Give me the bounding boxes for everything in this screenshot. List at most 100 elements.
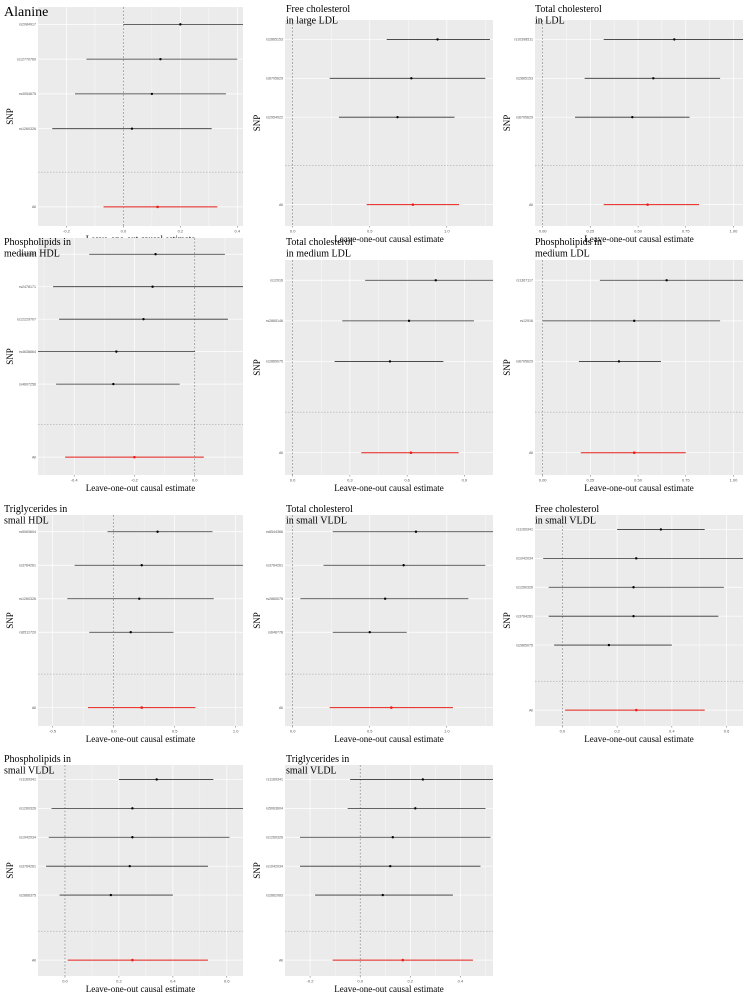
snp-estimate-point	[410, 77, 413, 80]
snp-estimate-point	[142, 317, 145, 321]
x-tick-label: 1.0	[444, 229, 450, 234]
snp-label: rs3764261	[19, 563, 36, 567]
x-tick-label: 0.75	[682, 478, 691, 483]
snp-estimate-point	[159, 57, 162, 61]
x-tick-label: 0.00	[539, 229, 548, 234]
forest-panel: rs1169341 rs1260326 rs1042034 rs3764261 rs28…	[4, 754, 243, 994]
x-tick-label: 0.3	[347, 478, 353, 483]
x-tick-label: -0.2	[131, 478, 139, 483]
x-axis-label: Leave-one-out causal estimate	[334, 483, 443, 493]
all-label: All	[32, 958, 36, 962]
snp-estimate-point	[150, 92, 154, 96]
snp-estimate-point	[632, 614, 635, 618]
snp-estimate-point	[388, 360, 392, 363]
x-tick-label: 0.5	[367, 229, 373, 234]
forest-panel: rs6544366 rs3764261 rs2865075 rs646776 All 0.…	[252, 504, 493, 744]
x-tick-label: 0.50	[634, 229, 643, 234]
chart-title: Phospholipids in small VLDL	[4, 754, 71, 777]
all-label: All	[279, 451, 283, 455]
x-tick-label: -0.2	[63, 229, 71, 234]
snp-label: rs5063604	[266, 807, 283, 811]
snp-estimate-point	[407, 319, 411, 323]
y-axis-label: SNP	[252, 115, 262, 132]
snp-estimate-point	[673, 38, 676, 41]
snp-estimate-point	[414, 530, 418, 533]
snp-estimate-point	[389, 864, 392, 868]
all-estimate-point	[401, 958, 405, 962]
x-tick-label: 0.0	[192, 478, 198, 483]
x-tick-label: -0.4	[71, 478, 79, 483]
y-axis-label: SNP	[5, 612, 15, 629]
x-tick-label: 0.0	[62, 979, 68, 984]
snp-estimate-point	[131, 807, 134, 810]
snp-estimate-point	[436, 38, 439, 41]
snp-label: rs1260326	[19, 807, 36, 811]
forest-panel: rs1169341 rs5063604 rs1260326 rs1042034 rs28…	[252, 754, 493, 994]
panel-background	[285, 765, 493, 976]
snp-label: rs2084917	[19, 23, 36, 27]
snp-label: rs2865146	[266, 319, 283, 323]
snp-label: rs6071865	[19, 252, 36, 256]
panel-background	[38, 238, 243, 475]
snp-estimate-point	[151, 285, 154, 288]
snp-label: rs1169341	[516, 528, 533, 532]
panel-background	[285, 515, 493, 726]
all-estimate-point	[131, 958, 134, 962]
x-tick-label: 0.0	[560, 729, 566, 734]
snp-estimate-point	[396, 115, 399, 119]
x-tick-label: 0.6	[404, 478, 410, 483]
panel-background	[535, 515, 743, 726]
snp-label: rs2954022	[266, 115, 283, 119]
x-tick-label: 0.25	[586, 229, 595, 234]
snp-label: rs3764261	[266, 563, 283, 567]
snp-label: rs12916	[520, 319, 533, 323]
chart-title: Total cholesterol in LDL	[535, 4, 602, 27]
snp-estimate-point	[632, 586, 635, 589]
snp-label: rs6705629	[516, 115, 533, 119]
snp-estimate-point	[140, 564, 143, 567]
chart-title: Alanine	[4, 5, 48, 20]
all-label: All	[32, 706, 36, 710]
snp-label: rs1169341	[19, 778, 36, 782]
forest-panel: rs5063604 rs3764261 rs1260326 rs6511720 All -…	[4, 504, 243, 744]
snp-label: rs1042034	[266, 864, 283, 868]
all-estimate-point	[133, 455, 136, 459]
snp-estimate-point	[154, 253, 157, 256]
chart-title: Phospholipids in medium HDL	[4, 237, 71, 260]
snp-estimate-point	[129, 631, 132, 634]
all-estimate-point	[156, 205, 159, 209]
snp-label: rs1169341	[266, 778, 283, 782]
snp-label: rs3764261	[516, 614, 533, 618]
panel-background	[38, 765, 243, 976]
x-tick-label: 0.2	[408, 979, 414, 984]
snp-estimate-point	[635, 557, 638, 560]
snp-estimate-point	[138, 597, 141, 600]
x-tick-label: 0.0	[111, 729, 117, 734]
snp-estimate-point	[128, 864, 131, 868]
all-estimate-point	[390, 706, 393, 709]
y-axis-label: SNP	[252, 862, 262, 879]
snp-label: rs1260326	[516, 585, 533, 589]
x-tick-label: 0.0	[121, 229, 127, 234]
snp-label: rs646776	[268, 630, 283, 634]
x-tick-label: 0.6	[724, 729, 730, 734]
all-estimate-point	[634, 708, 638, 712]
chart-title: Free cholesterol in small VLDL	[535, 504, 599, 527]
panel-background	[285, 260, 493, 475]
all-estimate-point	[140, 706, 144, 709]
all-label: All	[32, 205, 36, 209]
snp-label: rs5063604	[19, 530, 36, 534]
all-estimate-point	[632, 451, 636, 454]
forest-panel: rs12916 rs2865146 rs2865075 All 0.0 0.3 0.6 0.9…	[252, 237, 493, 493]
snp-label: rs2865075	[266, 597, 283, 601]
snp-label: rs1260326	[19, 597, 36, 601]
forest-panel: rs1169341 rs1042034 rs1260326 rs3764261 rs28…	[502, 504, 743, 744]
snp-label: rs1042034	[19, 835, 36, 839]
y-axis-label: SNP	[5, 108, 15, 125]
y-axis-label: SNP	[502, 359, 512, 376]
snp-label: rs2866375	[19, 893, 36, 897]
snp-label: rs12770769	[17, 57, 36, 61]
snp-label: rs10398511	[514, 38, 533, 42]
all-label: All	[279, 958, 283, 962]
